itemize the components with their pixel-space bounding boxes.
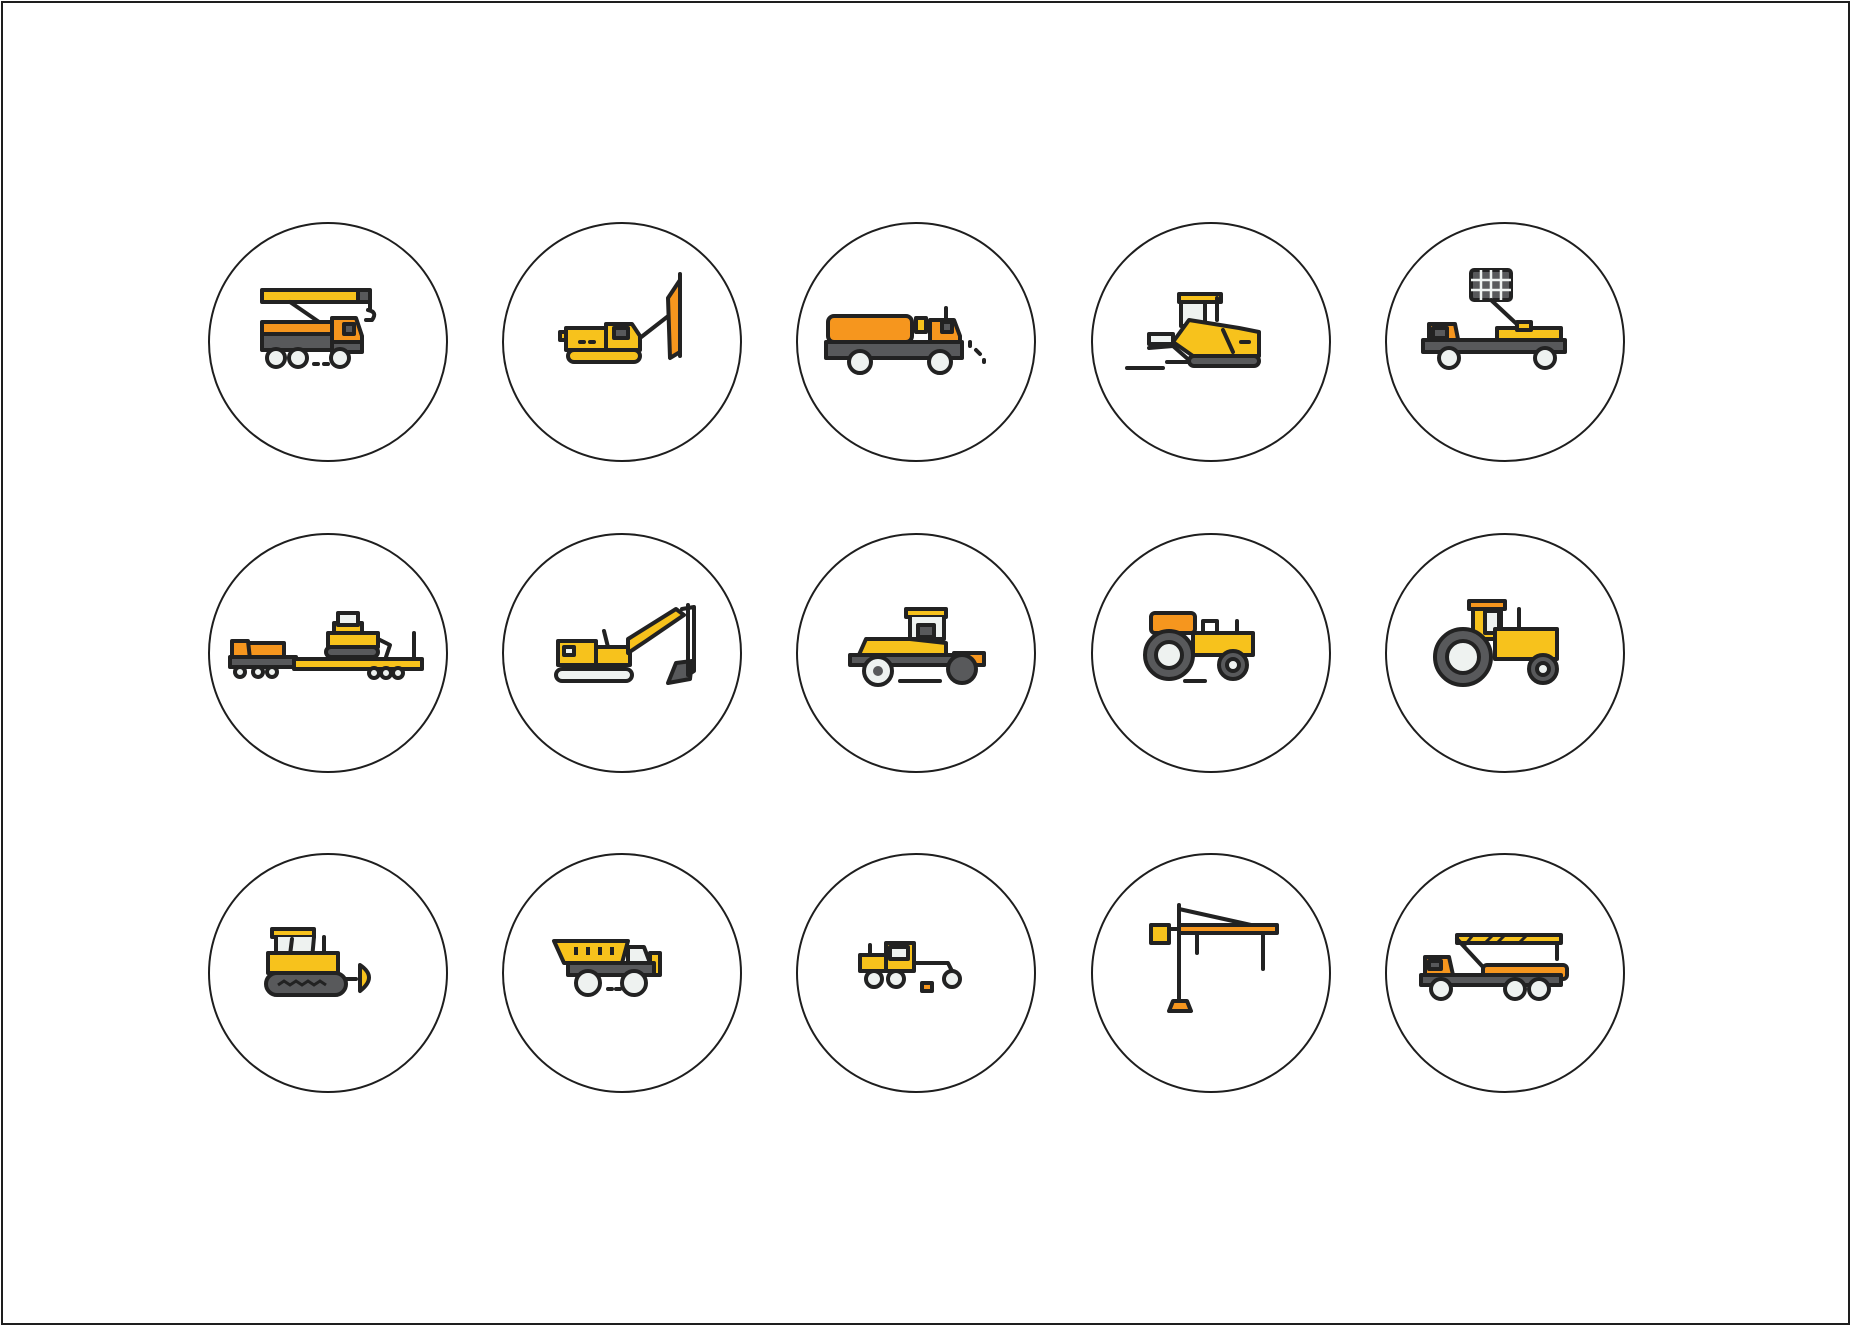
small-tractor-icon [1143, 611, 1255, 683]
icon-tile [208, 853, 448, 1093]
icon-tile [1385, 222, 1625, 462]
large-tractor-icon [1433, 599, 1559, 687]
vacuum-truck-icon [824, 306, 986, 375]
icon-tile [1385, 533, 1625, 773]
icon-tile [796, 222, 1036, 462]
excavator-icon [554, 603, 696, 685]
tower-crane-icon [1149, 903, 1279, 1013]
icon-tile [502, 533, 742, 773]
icon-tile [1385, 853, 1625, 1093]
icon-tile [502, 853, 742, 1093]
flatbed-crane-truck-icon [1419, 933, 1569, 1001]
heavy-hauler-trailer-icon [228, 611, 424, 680]
asphalt-paver-icon [1125, 292, 1261, 370]
icon-tile [796, 533, 1036, 773]
aerial-lift-truck-icon [1421, 268, 1567, 370]
motor-grader-icon [858, 941, 962, 993]
icon-tile [796, 853, 1036, 1093]
icon-tile [208, 533, 448, 773]
bulldozer-icon [264, 927, 371, 997]
mining-dump-truck-icon [552, 939, 662, 997]
icon-tile [1091, 533, 1331, 773]
icon-tile [502, 222, 742, 462]
pile-driver-icon [558, 272, 682, 364]
truck-crane-icon [260, 288, 377, 369]
road-roller-icon [848, 607, 986, 687]
icon-tile [1091, 222, 1331, 462]
icon-tile [208, 222, 448, 462]
icon-tile [1091, 853, 1331, 1093]
